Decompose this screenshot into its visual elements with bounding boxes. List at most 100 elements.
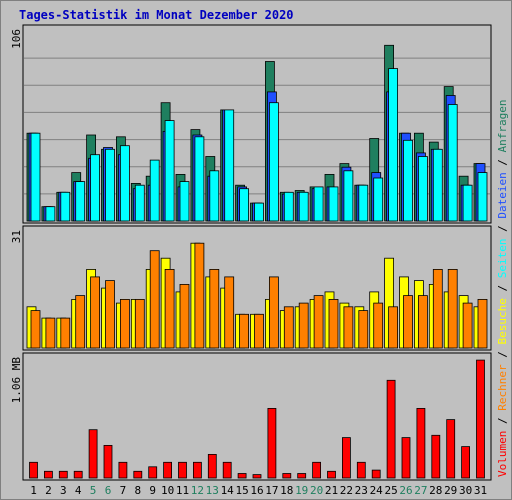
bar-volumen-day-13 xyxy=(207,453,217,479)
bar-volumen-day-16 xyxy=(252,474,262,479)
bar-seiten-day-21 xyxy=(328,186,339,222)
bar-rechner-day-24 xyxy=(373,302,384,349)
bar-rechner-day-19 xyxy=(298,302,309,349)
series-legend-label: Volumen / Rechner / Besuche / Seiten / D… xyxy=(496,99,509,477)
y-max-label: 1.06 MB xyxy=(10,357,23,404)
bar-volumen-day-10 xyxy=(163,461,173,479)
bar-rechner-day-14 xyxy=(224,276,235,349)
bar-rechner-day-17 xyxy=(268,276,279,349)
bar-volumen-day-12 xyxy=(192,461,202,479)
x-tick-label: 14 xyxy=(221,484,235,497)
bar-volumen-day-29 xyxy=(446,419,456,479)
x-tick-label: 22 xyxy=(340,484,353,497)
bar-rechner-day-23 xyxy=(358,310,369,349)
x-tick-label: 13 xyxy=(206,484,219,497)
bar-volumen-day-7 xyxy=(118,461,128,479)
bar-seiten-day-28 xyxy=(432,148,443,222)
bar-volumen-day-25 xyxy=(386,379,396,479)
x-tick-label: 7 xyxy=(120,484,127,497)
bar-seiten-day-22 xyxy=(343,170,354,222)
legend-part: Anfragen xyxy=(496,99,509,152)
x-tick-label: 26 xyxy=(399,484,412,497)
bar-rechner-day-30 xyxy=(462,302,473,349)
y-max-label: 106 xyxy=(10,29,23,49)
bar-rechner-day-4 xyxy=(75,295,86,349)
bar-rechner-day-2 xyxy=(45,317,56,349)
bar-rechner-day-16 xyxy=(254,313,264,349)
legend-part: Besuche xyxy=(496,298,509,344)
bar-seiten-day-3 xyxy=(60,191,71,222)
x-tick-label: 31 xyxy=(474,484,487,497)
legend-part: / xyxy=(496,278,509,298)
x-tick-label: 18 xyxy=(280,484,293,497)
legend-part: Dateien xyxy=(496,172,509,218)
x-tick-label: 6 xyxy=(105,484,112,497)
x-tick-label: 2 xyxy=(45,484,52,497)
x-tick-label: 24 xyxy=(370,484,384,497)
x-tick-label: 9 xyxy=(149,484,156,497)
bar-volumen-day-2 xyxy=(44,470,53,479)
bar-rechner-day-11 xyxy=(179,283,190,349)
panel-bottom xyxy=(22,352,492,481)
bar-volumen-day-18 xyxy=(282,473,292,479)
bar-rechner-day-7 xyxy=(120,298,130,349)
bar-seiten-day-31 xyxy=(477,172,488,222)
bar-rechner-day-1 xyxy=(30,310,41,349)
x-tick-label: 25 xyxy=(384,484,397,497)
bar-rechner-day-8 xyxy=(134,298,145,349)
bar-seiten-day-20 xyxy=(313,186,324,222)
bar-seiten-day-10 xyxy=(164,120,175,222)
bar-volumen-day-30 xyxy=(461,446,471,479)
bar-volumen-day-20 xyxy=(312,461,322,479)
bar-volumen-day-4 xyxy=(73,470,83,479)
x-tick-label: 1 xyxy=(30,484,37,497)
bar-volumen-day-26 xyxy=(401,437,411,479)
chart-title: Tages-Statistik im Monat Dezember 2020 xyxy=(19,8,294,22)
legend-part: / xyxy=(496,411,509,431)
bar-volumen-day-8 xyxy=(133,470,143,479)
legend-part: Seiten xyxy=(496,239,509,279)
bar-seiten-day-2 xyxy=(45,206,56,222)
bar-seiten-day-9 xyxy=(149,159,160,222)
bar-volumen-day-27 xyxy=(416,407,426,479)
legend-part: / xyxy=(496,152,509,172)
x-tick-label: 11 xyxy=(176,484,189,497)
bar-seiten-day-26 xyxy=(403,139,413,222)
bar-rechner-day-31 xyxy=(477,298,488,349)
bar-volumen-day-22 xyxy=(341,437,351,479)
legend-part: / xyxy=(496,219,509,239)
bar-seiten-day-5 xyxy=(90,154,100,222)
bar-seiten-day-16 xyxy=(254,202,264,222)
x-tick-label: 15 xyxy=(235,484,248,497)
bar-rechner-day-5 xyxy=(90,276,100,349)
bar-volumen-day-1 xyxy=(29,461,38,479)
bar-seiten-day-4 xyxy=(75,181,86,222)
bar-volumen-day-6 xyxy=(103,444,113,479)
bar-rechner-day-18 xyxy=(283,306,294,349)
x-tick-label: 10 xyxy=(161,484,174,497)
bar-volumen-day-31 xyxy=(476,359,485,479)
bar-rechner-day-25 xyxy=(388,306,399,349)
bar-rechner-day-3 xyxy=(60,317,71,349)
bar-rechner-day-29 xyxy=(447,268,458,349)
bar-seiten-day-17 xyxy=(268,102,279,222)
legend-part: Volumen xyxy=(496,431,509,477)
bar-volumen-day-21 xyxy=(327,470,336,479)
x-tick-label: 17 xyxy=(265,484,278,497)
bar-rechner-day-20 xyxy=(313,295,324,349)
bar-seiten-day-23 xyxy=(358,184,369,222)
bar-volumen-day-3 xyxy=(58,470,68,479)
bar-volumen-day-5 xyxy=(88,429,98,479)
x-tick-label: 29 xyxy=(444,484,457,497)
bar-volumen-day-19 xyxy=(297,473,307,479)
bar-rechner-day-15 xyxy=(239,313,250,349)
legend-part: / xyxy=(496,345,509,365)
bar-volumen-day-14 xyxy=(222,461,232,479)
bar-seiten-day-25 xyxy=(388,68,399,222)
x-tick-label: 27 xyxy=(414,484,427,497)
bar-seiten-day-8 xyxy=(134,184,145,222)
bar-rechner-day-22 xyxy=(343,306,354,349)
bar-seiten-day-30 xyxy=(462,184,473,222)
y-max-label: 31 xyxy=(10,230,23,243)
